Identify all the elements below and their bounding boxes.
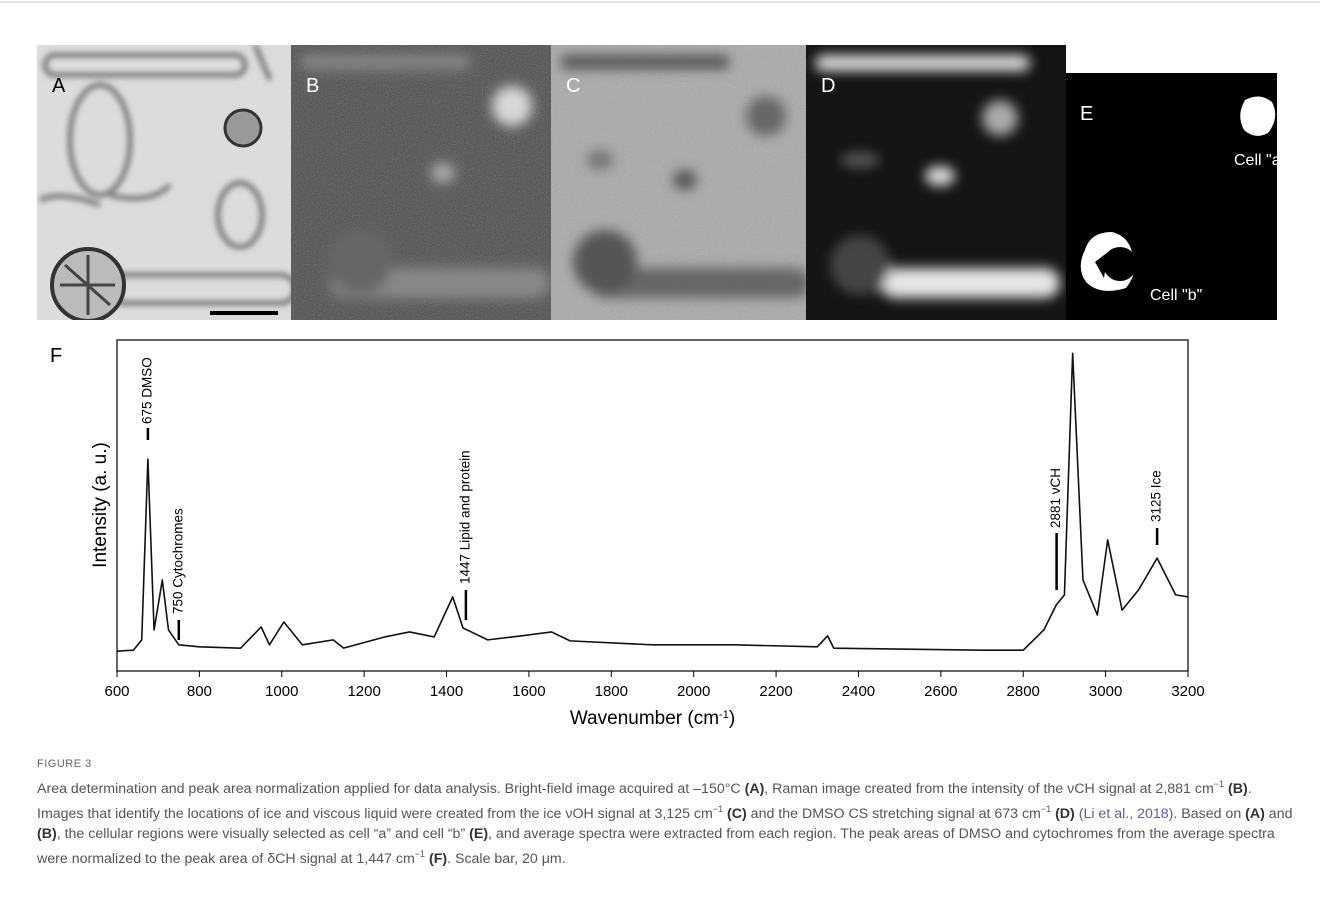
caption-run: −1 [1213, 779, 1225, 789]
annotation-label: 750 Cytochromes [170, 508, 185, 614]
x-tick-label: 2200 [759, 683, 792, 700]
caption-run: (C) [723, 806, 747, 822]
panel-label: A [52, 75, 66, 97]
image-e [1066, 73, 1277, 320]
annotation-label: 1447 Lipid and protein [457, 450, 472, 584]
caption-run: (Li et al., 2018) [1074, 806, 1174, 822]
y-axis-label: Intensity (a. u.) [90, 442, 111, 568]
caption-run: , Raman image created from the intensity… [764, 781, 1214, 797]
image-b [291, 45, 551, 320]
panel-label: E [1080, 103, 1093, 125]
caption-run: (E) [469, 826, 489, 842]
panel-label: F [50, 345, 62, 367]
cell-label: Cell "b" [1150, 287, 1202, 304]
caption-run: , and average spectra were extracted fro… [37, 826, 1275, 867]
caption-run: (B) [1224, 781, 1248, 797]
x-tick-label: 1200 [347, 683, 380, 700]
caption-run: . Scale bar, 20 μm. [447, 851, 566, 867]
caption-run: . Images that identify the locations of … [37, 781, 1252, 822]
annotation-label: 675 DMSO [139, 357, 154, 424]
x-axis-label: Wavenumber (cm-1) [570, 708, 735, 729]
x-tick-label: 2000 [677, 683, 710, 700]
annotation-label: 3125 Ice [1149, 470, 1164, 522]
x-tick-label: 1600 [512, 683, 545, 700]
caption-run: and [1264, 806, 1293, 822]
caption-run: (F) [425, 851, 448, 867]
x-axis-label-part: -1 [719, 709, 729, 721]
x-tick-label: 3200 [1171, 683, 1204, 700]
x-axis-label-part: ) [729, 708, 735, 729]
panel-label: C [566, 75, 580, 97]
figure: A B C D E Cell "a" Cell "b" F 600 800 1000 1200 1400… [0, 1, 1320, 729]
caption: Area determination and peak area normali… [37, 774, 1299, 869]
spectrum-line [116, 352, 1189, 652]
caption-run: (D) [1051, 806, 1075, 822]
plot-frame [116, 339, 1189, 672]
annotation-label: 2881 νCH [1048, 468, 1063, 528]
x-axis-label-part: Wavenumber (cm [570, 708, 719, 729]
caption-run: (B) [37, 826, 57, 842]
x-tick-label: 1800 [595, 683, 628, 700]
panel-label: B [306, 75, 319, 97]
x-tick-label: 2400 [842, 683, 875, 700]
caption-label: FIGURE 3 [37, 758, 92, 770]
x-tick-label: 600 [104, 683, 129, 700]
x-tick-label: 2800 [1007, 683, 1040, 700]
caption-run: −1 [414, 849, 426, 859]
panel-label: D [821, 75, 835, 97]
image-a [37, 45, 291, 320]
caption-run: (A) [744, 781, 765, 797]
x-tick-label: 1000 [265, 683, 298, 700]
caption-run: Area determination and peak area normali… [37, 781, 745, 797]
x-tick-label: 800 [187, 683, 212, 700]
x-tick-label: 3000 [1089, 683, 1122, 700]
caption-run: −1 [712, 804, 724, 814]
caption-run: . Based on [1173, 806, 1246, 822]
caption-run: and the DMSO CS stretching signal at 673… [746, 806, 1041, 822]
x-tick-label: 2600 [924, 683, 957, 700]
caption-run: (A) [1245, 806, 1265, 822]
caption-run: −1 [1040, 804, 1052, 814]
caption-run: , the cellular regions were visually sel… [56, 826, 470, 842]
cell-label: Cell "a" [1234, 152, 1286, 169]
x-tick-label: 1400 [430, 683, 463, 700]
image-d [806, 45, 1066, 320]
image-c [551, 45, 806, 320]
